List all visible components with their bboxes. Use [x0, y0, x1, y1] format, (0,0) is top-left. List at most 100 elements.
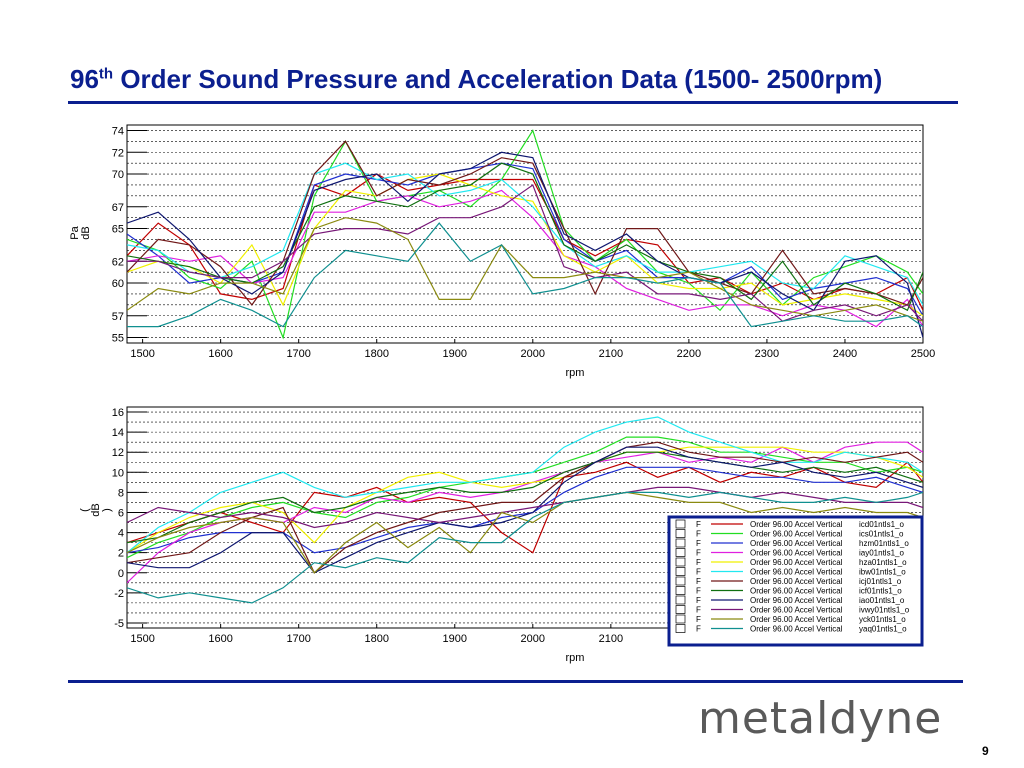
legend-name: icd01ntls1_o	[859, 520, 904, 529]
legend-label: Order 96.00 Accel Vertical	[750, 625, 843, 634]
x-tick-label: 1800	[364, 348, 388, 360]
legend-checkbox	[675, 605, 686, 614]
series-line-5	[127, 173, 923, 317]
legend-label: Order 96.00 Accel Vertical	[750, 577, 843, 586]
y-axis-label: dB	[80, 226, 92, 239]
y-axis-label: dB	[90, 503, 102, 516]
legend-checkbox	[675, 519, 686, 529]
x-tick-label: 2300	[755, 348, 779, 360]
y-tick-label: 16	[112, 407, 124, 419]
legend-flag: F	[696, 606, 701, 615]
legend-checkbox	[675, 624, 686, 633]
legend-flag: F	[696, 558, 701, 567]
x-tick-label: 2000	[521, 633, 545, 645]
series-line-11	[127, 217, 923, 322]
y-axis-label: Pa	[69, 225, 81, 239]
y-tick-label: 12	[112, 447, 124, 459]
y-tick-label: 6	[118, 507, 124, 519]
page-number: 9	[982, 744, 989, 758]
legend-name: ivwy01ntls1_o	[859, 606, 910, 615]
legend-flag: F	[696, 568, 701, 577]
legend-label: Order 96.00 Accel Vertical	[750, 596, 843, 605]
x-axis-label: rpm	[566, 652, 585, 664]
legend-flag: F	[696, 549, 701, 558]
legend-checkbox	[675, 557, 686, 567]
x-tick-label: 2100	[599, 633, 623, 645]
legend-checkbox	[675, 548, 686, 557]
x-tick-label: 1500	[130, 633, 154, 645]
title-rule	[68, 101, 958, 104]
page-title: 96th Order Sound Pressure and Accelerati…	[70, 64, 882, 95]
legend-checkbox	[675, 586, 686, 595]
y-tick-label: 72	[112, 147, 124, 159]
x-axis-label: rpm	[566, 367, 585, 379]
legend-flag: F	[696, 577, 701, 586]
series-line-12	[127, 222, 923, 328]
legend-name: yaq01ntls1_o	[859, 625, 907, 634]
x-tick-label: 1600	[208, 633, 232, 645]
series-line-12	[127, 491, 923, 604]
series-line-1	[127, 173, 923, 311]
legend-flag: F	[696, 587, 701, 596]
y-tick-label: -5	[114, 618, 124, 630]
y-tick-label: 10	[112, 467, 124, 479]
x-tick-label: 2200	[677, 348, 701, 360]
y-axis-label: (	[79, 508, 91, 512]
y-tick-label: 14	[112, 427, 124, 439]
legend-checkbox	[675, 567, 686, 576]
series-line-5	[127, 446, 923, 554]
y-tick-label: 0	[118, 568, 124, 580]
legend-label: Order 96.00 Accel Vertical	[750, 568, 843, 577]
legend-flag: F	[696, 615, 701, 624]
series-line-3	[127, 162, 923, 317]
legend-name: hza01ntls1_o	[859, 558, 907, 567]
legend-label: Order 96.00 Accel Vertical	[750, 606, 843, 615]
series-line-1	[127, 461, 923, 554]
series-line-6	[127, 416, 923, 554]
series-line-6	[127, 162, 923, 306]
legend-checkbox	[675, 576, 686, 586]
x-tick-label: 2000	[521, 348, 545, 360]
y-tick-label: 62	[112, 256, 124, 268]
x-tick-label: 1700	[286, 348, 310, 360]
legend-checkbox	[675, 538, 686, 548]
series-line-7	[127, 140, 923, 306]
series-line-10	[127, 486, 923, 529]
y-tick-label: 65	[112, 224, 124, 236]
legend-label: Order 96.00 Accel Vertical	[750, 539, 843, 548]
legend-label: Order 96.00 Accel Vertical	[750, 615, 843, 624]
legend-label: Order 96.00 Accel Vertical	[750, 558, 843, 567]
title-superscript: th	[98, 65, 114, 83]
legend-name: icj01ntls1_o	[859, 577, 902, 586]
legend-name: iay01ntls1_o	[859, 549, 904, 558]
y-tick-label: 4	[118, 528, 124, 540]
x-tick-label: 1600	[208, 348, 232, 360]
legend-label: Order 96.00 Accel Vertical	[750, 530, 843, 539]
legend-checkbox	[675, 529, 686, 538]
legend-name: icf01ntls1_o	[859, 587, 902, 596]
y-tick-label: 67	[112, 202, 124, 214]
x-tick-label: 1900	[443, 348, 467, 360]
y-axis-label: )	[101, 508, 113, 512]
series-line-4	[127, 189, 923, 328]
y-tick-label: 8	[118, 487, 124, 499]
legend-label: Order 96.00 Accel Vertical	[750, 549, 843, 558]
y-tick-label: 2	[118, 548, 124, 560]
legend-checkbox	[675, 614, 686, 624]
legend-name: iao01ntls1_o	[859, 596, 905, 605]
x-tick-label: 2100	[599, 348, 623, 360]
title-rest: Order Sound Pressure and Acceleration Da…	[113, 64, 883, 94]
legend-name: ibw01ntls1_o	[859, 568, 906, 577]
x-tick-label: 1500	[130, 348, 154, 360]
y-tick-label: 60	[112, 278, 124, 290]
series-line-11	[127, 491, 923, 574]
legend-name: ics01ntls1_o	[859, 530, 904, 539]
series-line-8	[127, 162, 923, 312]
x-tick-label: 2500	[911, 348, 935, 360]
x-tick-label: 1900	[443, 633, 467, 645]
legend-flag: F	[696, 520, 701, 529]
legend-label: Order 96.00 Accel Vertical	[750, 587, 843, 596]
y-tick-label: -2	[114, 588, 124, 600]
title-main: 96	[70, 64, 99, 94]
legend-checkbox	[675, 595, 686, 605]
